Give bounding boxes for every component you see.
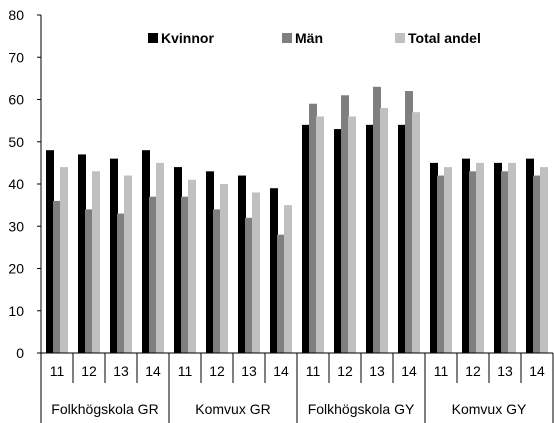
y-axis: 0 10 20 30 40 50 60 70 80 bbox=[8, 7, 42, 361]
bar bbox=[334, 129, 342, 353]
bar bbox=[526, 158, 534, 353]
y-tick-label: 50 bbox=[8, 134, 24, 150]
bar bbox=[476, 162, 484, 353]
x-tick-label: 11 bbox=[50, 363, 65, 379]
x-axis: 11 12 13 14 Folkhögskola GR 11 12 13 14 Komvux GR… bbox=[40, 352, 554, 423]
bar bbox=[53, 200, 61, 353]
y-tick-label: 40 bbox=[8, 176, 24, 192]
x-tick-label: 14 bbox=[401, 363, 417, 379]
bar bbox=[540, 167, 548, 353]
x-tick-label: 14 bbox=[273, 363, 289, 379]
bar bbox=[78, 154, 86, 353]
x-group-label: Folkhögskola GR bbox=[51, 401, 158, 417]
bar bbox=[412, 112, 420, 353]
x-tick-label: 14 bbox=[529, 363, 545, 379]
bar bbox=[156, 162, 164, 353]
y-tick-label: 80 bbox=[8, 7, 24, 23]
bar bbox=[270, 188, 278, 353]
bar bbox=[405, 91, 413, 354]
bar bbox=[245, 217, 253, 353]
x-tick-label: 11 bbox=[434, 363, 449, 379]
bars bbox=[46, 86, 548, 354]
bar bbox=[508, 162, 516, 353]
bar bbox=[252, 192, 260, 353]
bar bbox=[348, 116, 356, 354]
y-tick-label: 10 bbox=[8, 303, 24, 319]
x-tick-label: 11 bbox=[306, 363, 321, 379]
bar bbox=[316, 116, 324, 354]
legend-label: Män bbox=[295, 30, 323, 46]
bar bbox=[149, 196, 157, 353]
bar bbox=[174, 167, 182, 353]
x-tick-label: 13 bbox=[497, 363, 513, 379]
bar bbox=[469, 171, 477, 353]
bar bbox=[117, 213, 125, 353]
bar bbox=[142, 150, 150, 353]
legend-swatch bbox=[282, 33, 292, 43]
bar bbox=[398, 124, 406, 353]
y-tick-label: 70 bbox=[8, 49, 24, 65]
x-tick-label: 12 bbox=[81, 363, 97, 379]
x-tick-label: 13 bbox=[369, 363, 385, 379]
y-tick-label: 60 bbox=[8, 92, 24, 108]
bar bbox=[181, 196, 189, 353]
legend-swatch bbox=[148, 33, 158, 43]
bar bbox=[430, 162, 438, 353]
x-tick-label: 12 bbox=[465, 363, 481, 379]
bar bbox=[341, 95, 349, 354]
y-tick-label: 20 bbox=[8, 261, 24, 277]
bar bbox=[220, 184, 228, 353]
x-tick-label: 11 bbox=[178, 363, 193, 379]
bar bbox=[284, 205, 292, 353]
bar bbox=[373, 86, 381, 353]
bar bbox=[46, 150, 54, 353]
x-tick-label: 13 bbox=[113, 363, 129, 379]
bar bbox=[238, 175, 246, 353]
bar bbox=[462, 158, 470, 353]
bar bbox=[501, 171, 509, 353]
bar bbox=[444, 167, 452, 353]
bar bbox=[309, 103, 317, 353]
bar bbox=[60, 167, 68, 353]
bar bbox=[366, 124, 374, 353]
legend-label: Total andel bbox=[408, 30, 481, 46]
y-tick-label: 0 bbox=[16, 345, 24, 361]
bar bbox=[494, 162, 502, 353]
x-group-label: Komvux GY bbox=[452, 401, 527, 417]
legend: Kvinnor Män Total andel bbox=[148, 30, 481, 46]
bar bbox=[302, 124, 310, 353]
bar bbox=[85, 209, 93, 353]
bar bbox=[277, 234, 285, 353]
bar bbox=[188, 179, 196, 353]
legend-swatch bbox=[395, 33, 405, 43]
legend-label: Kvinnor bbox=[161, 30, 214, 46]
x-group-label: Folkhögskola GY bbox=[308, 401, 415, 417]
x-tick-label: 13 bbox=[241, 363, 257, 379]
bar bbox=[533, 175, 541, 353]
x-tick-label: 14 bbox=[145, 363, 161, 379]
bar bbox=[110, 158, 118, 353]
bar bbox=[206, 171, 214, 353]
x-group-label: Komvux GR bbox=[195, 401, 270, 417]
bar bbox=[92, 171, 100, 353]
y-tick-label: 30 bbox=[8, 218, 24, 234]
bar bbox=[437, 175, 445, 353]
x-tick-label: 12 bbox=[337, 363, 353, 379]
bar bbox=[124, 175, 132, 353]
x-tick-label: 12 bbox=[209, 363, 225, 379]
bar bbox=[213, 209, 221, 353]
bar bbox=[380, 107, 388, 353]
